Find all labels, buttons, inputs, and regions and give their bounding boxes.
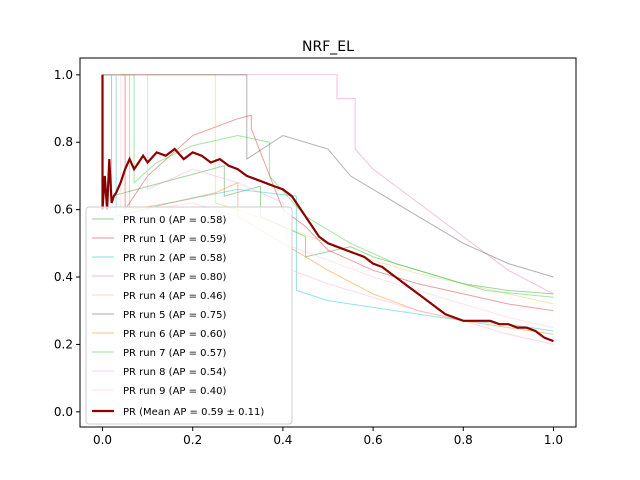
axes: 0.0 0.2 0.4 0.6 0.8 1.0 0.0 0.2 0.4 0.6 0.8 1.0 bbox=[54, 57, 577, 447]
x-tick-label: 0.8 bbox=[454, 433, 473, 447]
series-line-mean bbox=[101, 74, 554, 343]
series-line-run-0 bbox=[102, 74, 554, 295]
legend: PR run 0 (AP = 0.58) PR run 1 (AP = 0.59)… bbox=[85, 206, 293, 425]
legend-box bbox=[85, 206, 293, 425]
y-tick-label: 0.0 bbox=[54, 405, 73, 419]
axes-frame bbox=[79, 57, 577, 428]
legend-label: PR run 9 (AP = 0.40) bbox=[123, 386, 226, 397]
x-tick-label: 1.0 bbox=[544, 433, 563, 447]
legend-label: PR run 2 (AP = 0.58) bbox=[123, 253, 226, 264]
series-line-run-3 bbox=[102, 74, 554, 295]
y-tick-label: 1.0 bbox=[54, 68, 73, 82]
series-line-run-7 bbox=[102, 74, 554, 298]
x-tick-label: 0.0 bbox=[93, 433, 112, 447]
y-tick-label: 0.4 bbox=[54, 270, 73, 284]
series-line-run-1 bbox=[102, 74, 554, 312]
legend-label: PR run 5 (AP = 0.75) bbox=[123, 310, 226, 321]
series-line-run-5 bbox=[102, 74, 554, 278]
legend-label: PR (Mean AP = 0.59 ± 0.11) bbox=[123, 407, 264, 418]
x-tick-label: 0.2 bbox=[183, 433, 202, 447]
y-tick-label: 0.6 bbox=[54, 203, 73, 217]
legend-label: PR run 3 (AP = 0.80) bbox=[123, 272, 226, 283]
legend-label: PR run 0 (AP = 0.58) bbox=[123, 215, 226, 226]
legend-label: PR run 6 (AP = 0.60) bbox=[123, 329, 226, 340]
y-tick-label: 0.2 bbox=[54, 337, 73, 351]
chart-title: NRF_EL bbox=[302, 39, 354, 55]
legend-label: PR run 4 (AP = 0.46) bbox=[123, 291, 226, 302]
y-tick-label: 0.8 bbox=[54, 135, 73, 149]
x-tick-label: 0.6 bbox=[364, 433, 383, 447]
legend-label: PR run 1 (AP = 0.59) bbox=[123, 234, 226, 245]
legend-label: PR run 8 (AP = 0.54) bbox=[123, 367, 226, 378]
legend-label: PR run 7 (AP = 0.57) bbox=[123, 348, 226, 359]
x-tick-label: 0.4 bbox=[273, 433, 292, 447]
